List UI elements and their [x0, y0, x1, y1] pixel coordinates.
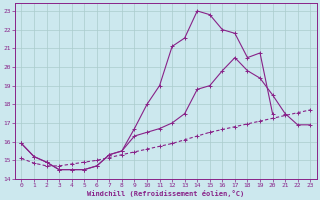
X-axis label: Windchill (Refroidissement éolien,°C): Windchill (Refroidissement éolien,°C) [87, 190, 244, 197]
